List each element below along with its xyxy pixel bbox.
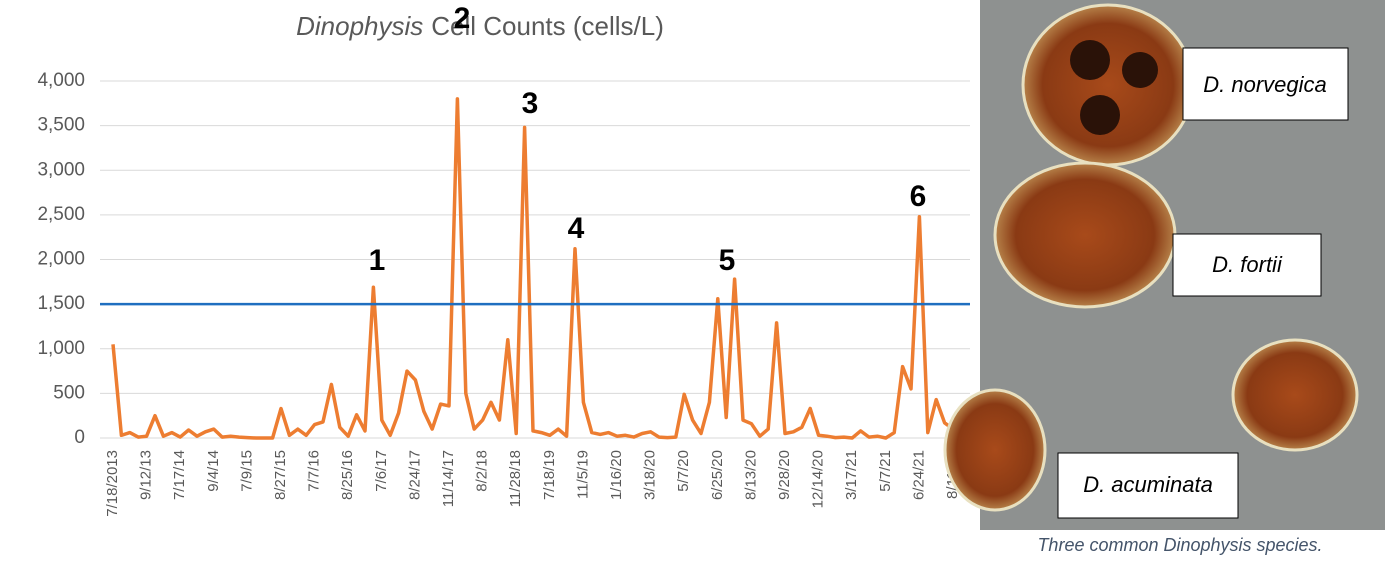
y-tick-label: 0 xyxy=(74,427,85,448)
peak-annotation: 5 xyxy=(719,244,736,277)
cell-norvegica xyxy=(1023,5,1193,165)
title-species: Dinophysis xyxy=(296,11,423,41)
cell-edge xyxy=(945,390,1045,510)
species-label: D. acuminata xyxy=(1083,472,1213,497)
cell-spot xyxy=(1122,52,1158,88)
photo: D. norvegica D. fortii D. acuminata Thre… xyxy=(945,0,1385,555)
x-tick-label: 8/2/18 xyxy=(474,450,491,492)
x-tick-label: 9/12/13 xyxy=(138,450,155,500)
x-tick-label: 7/6/17 xyxy=(373,450,390,492)
x-tick-label: 7/9/15 xyxy=(238,450,255,492)
chart: DinophysisCell Counts (cells/L) 0 500 1,00… xyxy=(0,0,1390,562)
y-tick-label: 3,000 xyxy=(37,159,85,180)
x-tick-label: 9/28/20 xyxy=(776,450,793,500)
species-label: D. fortii xyxy=(1212,252,1283,277)
y-tick-label: 3,500 xyxy=(37,115,85,136)
peak-annotation: 1 xyxy=(369,244,386,277)
y-tick-label: 2,500 xyxy=(37,204,85,225)
x-tick-label: 3/17/21 xyxy=(843,450,860,500)
x-tick-label: 11/5/19 xyxy=(574,450,591,499)
cell-acuminata xyxy=(1233,340,1357,450)
x-tick-label: 1/16/20 xyxy=(608,450,625,500)
page: DinophysisCell Counts (cells/L) 0 500 1,00… xyxy=(0,0,1390,567)
x-tick-label: 8/27/15 xyxy=(272,450,289,500)
peak-annotation: 2 xyxy=(454,2,471,35)
species-label: D. norvegica xyxy=(1203,72,1327,97)
x-tick-label: 6/25/20 xyxy=(709,450,726,500)
photo-caption: Three common Dinophysis species. xyxy=(1037,535,1322,555)
x-tick-label: 11/28/18 xyxy=(507,450,524,507)
x-tick-label: 8/24/17 xyxy=(406,450,423,500)
y-tick-label: 2,000 xyxy=(37,249,85,270)
x-tick-label: 3/18/20 xyxy=(642,450,659,500)
x-tick-label: 9/4/14 xyxy=(205,450,222,492)
x-tick-label: 7/18/19 xyxy=(541,450,558,500)
cell-spot xyxy=(1080,95,1120,135)
x-tick-label: 7/18/2013 xyxy=(104,450,121,517)
x-tick-label: 12/14/20 xyxy=(810,450,827,508)
data-line xyxy=(113,99,961,438)
x-tick-label: 11/14/17 xyxy=(440,450,457,507)
peak-annotation: 6 xyxy=(910,180,927,213)
plot: 0 500 1,000 1,500 2,000 2,500 3,000 3,500 4,000 7… xyxy=(37,2,970,517)
y-tick-label: 500 xyxy=(53,382,85,403)
peak-annotation: 3 xyxy=(522,87,539,120)
x-tick-label: 7/17/14 xyxy=(171,450,188,500)
x-tick-label: 5/7/20 xyxy=(675,450,692,492)
x-tick-label: 8/25/16 xyxy=(339,450,356,500)
x-tick-label: 7/7/16 xyxy=(306,450,323,492)
cell-fortii xyxy=(995,163,1175,307)
x-tick-label: 5/7/21 xyxy=(877,450,894,492)
peak-annotation: 4 xyxy=(568,212,585,245)
cell-spot xyxy=(1070,40,1110,80)
x-tick-label: 8/13/20 xyxy=(742,450,759,500)
y-tick-label: 1,500 xyxy=(37,293,85,314)
y-tick-label: 4,000 xyxy=(37,70,85,91)
y-tick-label: 1,000 xyxy=(37,338,85,359)
x-tick-label: 6/24/21 xyxy=(910,450,927,500)
